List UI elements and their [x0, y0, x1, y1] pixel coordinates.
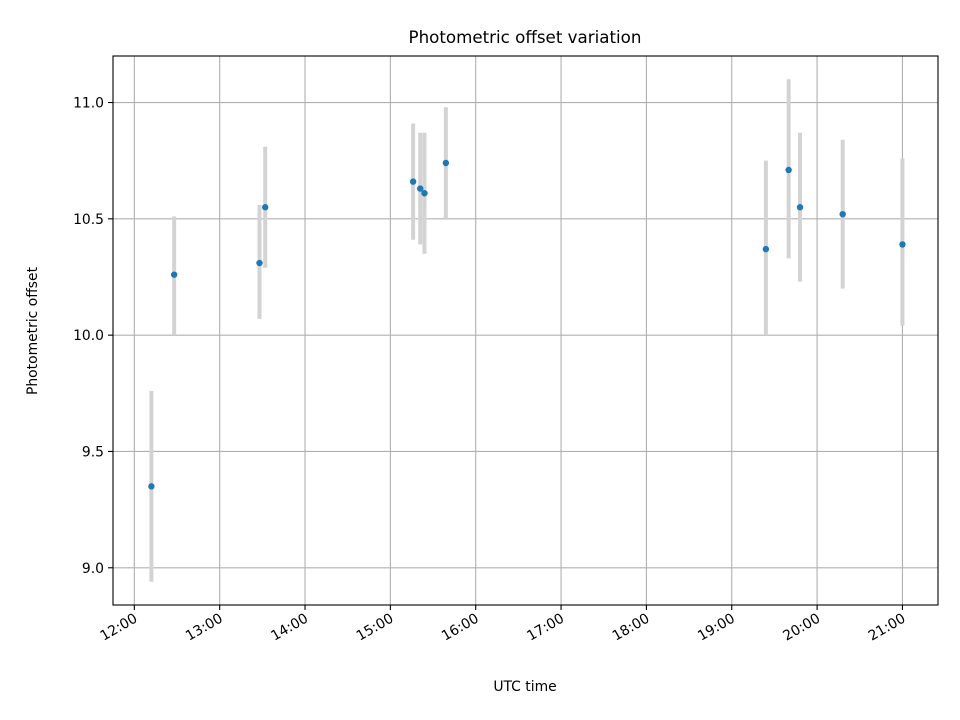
data-point [148, 483, 155, 490]
data-point [261, 204, 269, 211]
x-axis-label: UTC time [493, 679, 556, 695]
y-tick-label: 9.5 [82, 444, 104, 460]
point-layer [148, 159, 906, 490]
data-point [762, 245, 770, 253]
data-point [899, 241, 906, 248]
data-point [839, 210, 846, 218]
chart-title: Photometric offset variation [409, 27, 642, 47]
y-axis-label: Photometric offset [25, 266, 41, 395]
plot-frame [112, 55, 939, 606]
data-point [170, 271, 178, 278]
y-tick-label: 11.0 [73, 96, 104, 112]
y-tick-label: 9.0 [82, 561, 104, 577]
data-point [421, 190, 428, 197]
data-point [442, 159, 450, 167]
data-point [256, 259, 263, 267]
data-point [796, 204, 804, 211]
data-point [409, 178, 417, 185]
y-tick-label: 10.5 [73, 212, 104, 228]
plot-area [113, 56, 938, 605]
data-point [417, 185, 424, 192]
grid-layer [113, 56, 938, 605]
y-tick-label: 10.0 [73, 328, 104, 344]
data-point [785, 166, 792, 174]
